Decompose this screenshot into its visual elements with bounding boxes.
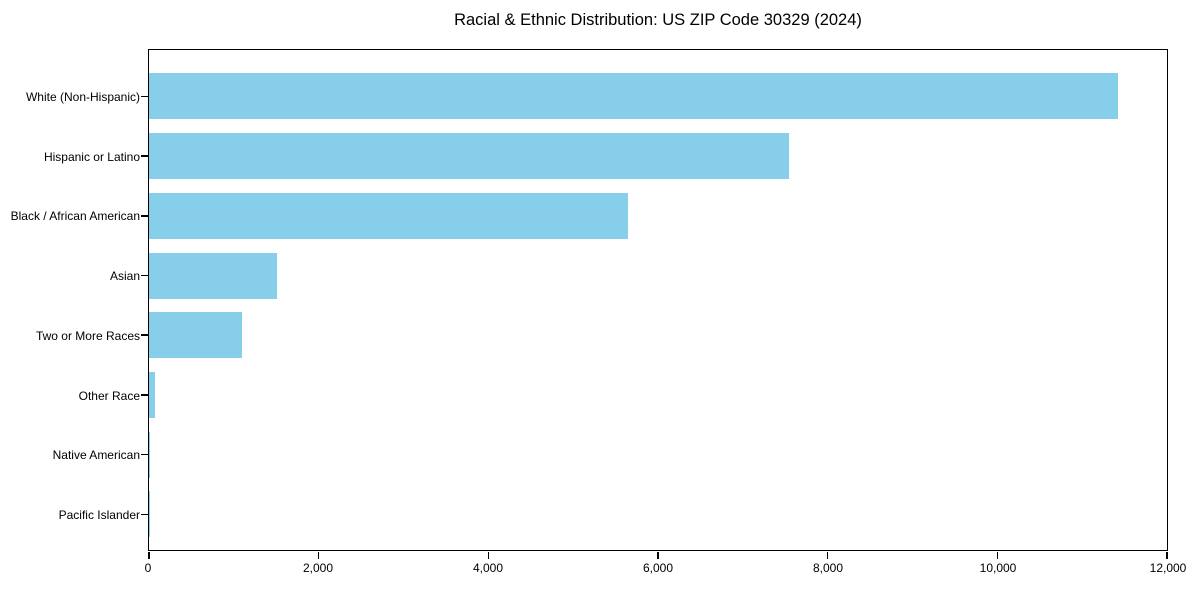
bar <box>149 133 790 180</box>
x-axis-tick-label: 2,000 <box>302 561 334 575</box>
plot-area <box>141 49 1168 559</box>
x-axis-tick <box>317 551 320 559</box>
y-axis-category-label: Pacific Islander <box>58 508 140 522</box>
x-axis-tick <box>1166 551 1168 559</box>
y-axis-tick <box>141 334 148 337</box>
y-axis-category-label: Asian <box>109 269 140 284</box>
x-axis-tick-label: 6,000 <box>642 561 674 575</box>
y-axis-tick <box>141 453 148 456</box>
x-axis-tick <box>487 551 490 559</box>
x-axis-tick-label: 10,000 <box>979 561 1017 575</box>
x-axis-tick <box>657 551 659 559</box>
y-axis-tick <box>141 155 148 157</box>
y-axis-tick <box>141 513 148 516</box>
x-axis-tick <box>826 551 829 559</box>
x-axis-tick-label: 8,000 <box>812 561 844 575</box>
y-axis-tick <box>141 274 148 277</box>
bar <box>149 73 1119 120</box>
y-axis-category-label: Two or More Races <box>35 328 140 343</box>
bar <box>149 312 243 359</box>
chart-title: Racial & Ethnic Distribution: US ZIP Cod… <box>454 11 862 29</box>
x-axis-tick <box>148 551 150 559</box>
y-axis-category-label: Black / African American <box>10 209 140 224</box>
bar <box>149 192 629 239</box>
y-axis-tick <box>141 394 148 396</box>
x-axis-tick <box>996 551 999 559</box>
x-axis-tick-label: 4,000 <box>472 561 504 575</box>
y-axis-category-label: Hispanic or Latino <box>43 149 140 164</box>
y-axis-tick <box>141 215 148 217</box>
y-axis-tick <box>141 95 148 98</box>
y-axis-category-label: Other Race <box>78 388 140 403</box>
bar <box>149 431 151 478</box>
y-axis-category-label: Native American <box>52 448 140 463</box>
bar <box>149 252 277 299</box>
y-axis-category-label: White (Non-Hispanic) <box>25 90 140 104</box>
bar <box>149 371 155 418</box>
x-axis-tick-label: 0 <box>144 561 152 575</box>
x-axis-tick-label: 12,000 <box>1149 561 1187 575</box>
